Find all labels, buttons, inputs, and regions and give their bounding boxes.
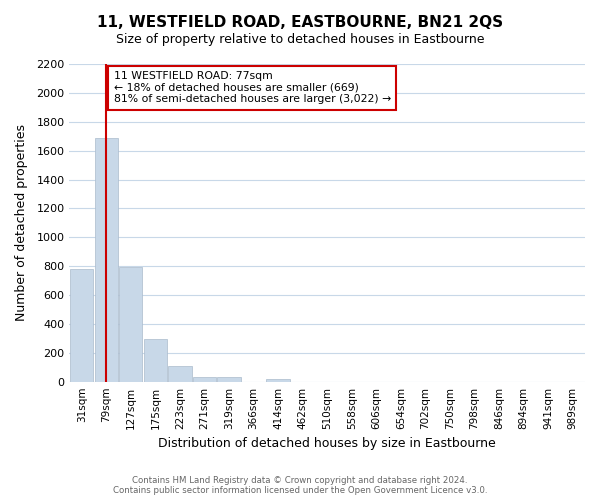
Bar xyxy=(95,138,118,382)
Text: Size of property relative to detached houses in Eastbourne: Size of property relative to detached ho… xyxy=(116,32,484,46)
Y-axis label: Number of detached properties: Number of detached properties xyxy=(15,124,28,322)
Bar xyxy=(70,269,94,382)
Bar xyxy=(217,376,241,382)
X-axis label: Distribution of detached houses by size in Eastbourne: Distribution of detached houses by size … xyxy=(158,437,496,450)
Text: 11, WESTFIELD ROAD, EASTBOURNE, BN21 2QS: 11, WESTFIELD ROAD, EASTBOURNE, BN21 2QS xyxy=(97,15,503,30)
Bar xyxy=(119,267,142,382)
Bar xyxy=(193,376,216,382)
Bar xyxy=(266,379,290,382)
Bar xyxy=(168,366,191,382)
Text: 11 WESTFIELD ROAD: 77sqm
← 18% of detached houses are smaller (669)
81% of semi-: 11 WESTFIELD ROAD: 77sqm ← 18% of detach… xyxy=(113,71,391,104)
Text: Contains HM Land Registry data © Crown copyright and database right 2024.
Contai: Contains HM Land Registry data © Crown c… xyxy=(113,476,487,495)
Bar xyxy=(144,339,167,382)
